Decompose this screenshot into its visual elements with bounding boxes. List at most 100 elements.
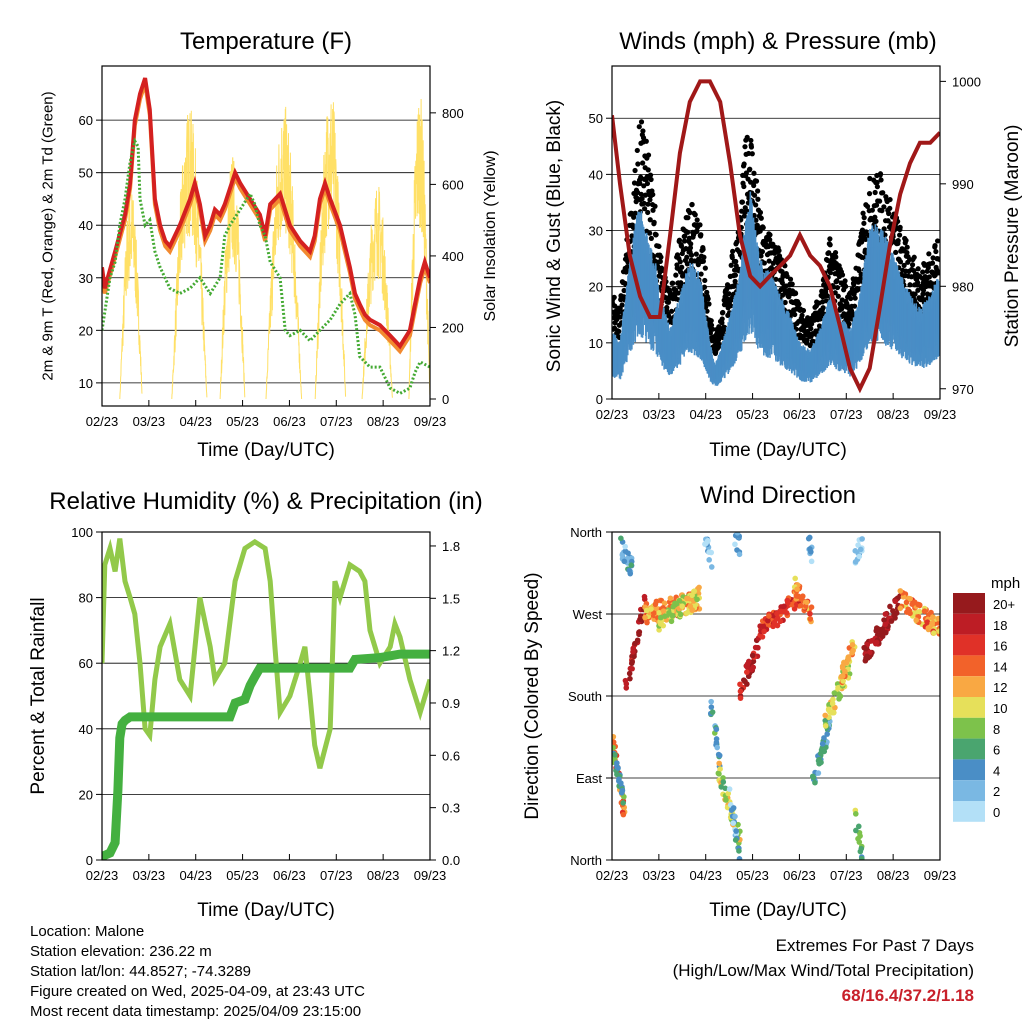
gust-point bbox=[615, 310, 621, 316]
gust-point bbox=[645, 201, 651, 207]
legend-swatch bbox=[953, 759, 985, 781]
gust-point bbox=[670, 280, 676, 286]
wind-direction-point bbox=[911, 599, 918, 606]
gust-point bbox=[792, 290, 799, 297]
wind-direction-point bbox=[637, 616, 644, 623]
gust-point bbox=[887, 205, 893, 211]
gust-point bbox=[647, 230, 653, 236]
y-tick-label-right: 990 bbox=[952, 177, 974, 192]
wind-direction-point bbox=[857, 546, 864, 553]
wind-direction-point bbox=[935, 615, 940, 622]
gust-point bbox=[839, 272, 846, 278]
wind-direction-point bbox=[830, 696, 836, 703]
wind-direction-point bbox=[630, 649, 636, 655]
x-tick-label: 06/23 bbox=[783, 868, 816, 883]
wind-direction-point bbox=[794, 586, 800, 592]
2m-temperature-line bbox=[102, 77, 430, 350]
wind-direction-point bbox=[897, 588, 904, 594]
wind-direction-point bbox=[612, 733, 617, 740]
wind-direction-point bbox=[936, 628, 940, 634]
wind-direction-point bbox=[737, 681, 743, 688]
gust-point bbox=[782, 299, 788, 306]
y-tick-label-right: 800 bbox=[442, 106, 464, 121]
wind-direction-point bbox=[618, 790, 625, 796]
gust-point bbox=[702, 265, 708, 271]
wind-direction-point bbox=[831, 690, 838, 696]
legend-label: 16 bbox=[993, 639, 1007, 654]
wind-direction-point bbox=[643, 607, 650, 614]
gust-point bbox=[640, 128, 646, 134]
x-tick-label: 08/23 bbox=[877, 407, 910, 422]
gust-point bbox=[684, 254, 690, 260]
gust-point bbox=[911, 254, 917, 260]
wind-direction-point bbox=[921, 608, 928, 615]
gust-point bbox=[697, 222, 703, 228]
gust-point bbox=[757, 209, 764, 216]
y-tick-label-right: 1.5 bbox=[442, 591, 460, 606]
y-tick-label: East bbox=[576, 771, 602, 786]
gust-point bbox=[761, 260, 767, 266]
x-tick-label: 03/23 bbox=[133, 868, 166, 883]
x-tick-label: 08/23 bbox=[367, 414, 400, 429]
wind-direction-point bbox=[858, 855, 865, 860]
gust-point bbox=[858, 271, 864, 277]
gust-point bbox=[734, 239, 740, 245]
wind-direction-point bbox=[650, 610, 657, 616]
wind-direction-point bbox=[736, 848, 742, 854]
wind-direction-point bbox=[925, 611, 932, 618]
y-tick-label-right: 0.6 bbox=[442, 748, 460, 763]
wind-direction-point bbox=[859, 536, 865, 542]
gust-point bbox=[879, 208, 885, 214]
pressure-line bbox=[612, 79, 940, 394]
y-tick-label: South bbox=[568, 689, 602, 704]
gust-point bbox=[932, 243, 938, 249]
station-elevation: Station elevation: 236.22 m bbox=[30, 943, 212, 960]
gust-point bbox=[834, 278, 840, 284]
x-tick-label: 05/23 bbox=[736, 407, 769, 422]
gust-point bbox=[650, 191, 656, 198]
wind-direction-point bbox=[677, 611, 684, 618]
gust-point bbox=[747, 166, 753, 172]
y-tick-label: 10 bbox=[79, 376, 93, 391]
gust-point bbox=[705, 296, 711, 302]
gust-point bbox=[751, 182, 757, 189]
legend-swatch bbox=[953, 655, 985, 677]
legend-title: mph bbox=[991, 575, 1021, 592]
gust-point bbox=[640, 135, 647, 141]
gust-point bbox=[706, 301, 712, 307]
wind-direction-point bbox=[625, 550, 631, 556]
gust-point bbox=[787, 276, 794, 282]
wind-direction-point bbox=[887, 603, 893, 610]
y-tick-label: 30 bbox=[589, 224, 603, 239]
wind-direction-point bbox=[714, 744, 721, 751]
gust-point bbox=[739, 199, 746, 205]
solar-insolation-line bbox=[265, 106, 303, 400]
gust-point bbox=[912, 291, 918, 297]
wind-direction-point bbox=[765, 617, 771, 624]
gust-point bbox=[808, 326, 814, 332]
wind-direction-point bbox=[708, 698, 714, 705]
gust-point bbox=[901, 262, 907, 268]
x-tick-label: 02/23 bbox=[86, 414, 119, 429]
gust-point bbox=[862, 236, 869, 242]
gust-point bbox=[877, 171, 884, 177]
gust-point bbox=[882, 232, 888, 238]
gust-point bbox=[652, 203, 658, 209]
wind-direction-point bbox=[749, 652, 756, 659]
wind-direction-point bbox=[634, 637, 641, 644]
winds-title: Winds (mph) & Pressure (mb) bbox=[619, 28, 937, 55]
gust-point bbox=[878, 177, 884, 183]
wind-direction-point bbox=[897, 605, 904, 612]
wind-direction-point bbox=[913, 617, 920, 624]
x-tick-label: 07/23 bbox=[830, 407, 863, 422]
wind-direction-point bbox=[644, 619, 650, 626]
wind-direction-point bbox=[723, 797, 729, 803]
gust-point bbox=[796, 301, 802, 307]
gust-point bbox=[702, 277, 708, 284]
wind-direction-point bbox=[855, 835, 861, 842]
gust-point bbox=[867, 175, 873, 182]
wind-direction-point bbox=[835, 684, 841, 691]
wind-direction-point bbox=[732, 813, 738, 820]
figure-created: Figure created on Wed, 2025-04-09, at 23… bbox=[30, 983, 365, 1000]
gust-point bbox=[689, 201, 695, 208]
